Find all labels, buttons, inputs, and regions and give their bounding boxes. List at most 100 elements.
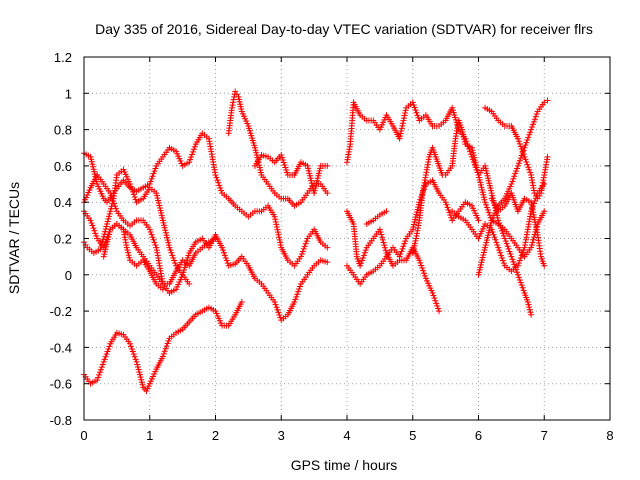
x-tick-label: 1 — [146, 428, 153, 443]
data-point — [165, 337, 172, 344]
data-point — [514, 135, 521, 142]
series-track-5 — [81, 166, 193, 287]
data-point — [397, 133, 404, 140]
data-point — [466, 146, 473, 153]
data-point — [541, 208, 548, 215]
x-axis-label: GPS time / hours — [291, 457, 398, 473]
data-point — [494, 241, 501, 248]
data-point — [497, 249, 504, 256]
data-point — [400, 117, 407, 124]
data-point — [498, 254, 505, 261]
data-point — [499, 230, 506, 237]
data-point — [129, 348, 136, 355]
x-tick-label: 0 — [80, 428, 87, 443]
series-track-17 — [488, 190, 548, 269]
data-point — [544, 153, 551, 160]
data-point — [511, 261, 518, 268]
data-point — [528, 126, 535, 133]
data-point — [418, 194, 425, 201]
data-point — [419, 265, 426, 272]
data-point — [150, 170, 157, 177]
data-point — [277, 314, 284, 321]
data-point — [541, 181, 548, 188]
data-point — [528, 199, 535, 206]
data-point — [147, 178, 154, 185]
data-point — [522, 156, 529, 163]
data-point — [105, 215, 112, 222]
data-point — [228, 104, 235, 111]
data-point — [105, 345, 112, 352]
data-point — [106, 343, 113, 350]
data-point — [529, 124, 536, 131]
data-point — [87, 217, 94, 224]
data-point — [275, 231, 282, 238]
data-point — [521, 144, 528, 151]
data-point — [107, 205, 114, 212]
series-track-13 — [409, 144, 446, 257]
data-point — [191, 143, 198, 150]
data-point — [519, 284, 526, 291]
data-point — [500, 232, 507, 239]
data-point — [521, 153, 528, 160]
data-point — [433, 300, 440, 307]
series-track-16 — [482, 104, 551, 202]
data-point — [509, 178, 516, 185]
data-point — [378, 231, 385, 238]
data-point — [402, 238, 409, 245]
data-point — [324, 190, 331, 197]
data-point — [533, 224, 540, 231]
data-point — [483, 201, 490, 208]
data-point — [519, 249, 526, 256]
data-point — [138, 376, 145, 383]
data-point — [107, 208, 114, 215]
data-point — [489, 229, 496, 236]
data-point — [412, 107, 419, 114]
x-tick-label: 7 — [541, 428, 548, 443]
data-point — [531, 214, 538, 221]
data-point — [525, 164, 532, 171]
data-point — [527, 309, 534, 316]
data-point — [532, 221, 539, 228]
data-point — [127, 181, 134, 188]
series-track-18 — [449, 181, 548, 275]
data-point — [221, 252, 228, 259]
series-track-1 — [81, 299, 245, 394]
y-tick-label: 0.4 — [54, 195, 72, 210]
data-point — [520, 287, 527, 294]
data-point — [136, 371, 143, 378]
data-point — [161, 348, 168, 355]
data-point — [96, 369, 103, 376]
data-point — [492, 236, 499, 243]
data-point — [152, 241, 159, 248]
data-point — [124, 247, 131, 254]
data-point — [399, 122, 406, 129]
data-point — [188, 154, 195, 161]
data-point — [530, 211, 537, 218]
data-point — [436, 308, 443, 315]
data-point — [273, 304, 280, 311]
data-point — [379, 234, 386, 241]
data-point — [276, 234, 283, 241]
grid — [84, 57, 610, 420]
data-point — [532, 195, 539, 202]
data-point — [222, 254, 229, 261]
data-point — [274, 229, 281, 236]
data-point — [497, 222, 504, 229]
data-point — [398, 248, 405, 255]
data-point — [531, 116, 538, 123]
data-point — [102, 353, 109, 360]
data-point — [510, 175, 517, 182]
data-point — [95, 374, 102, 381]
data-point — [534, 229, 541, 236]
data-point — [533, 192, 540, 199]
series-track-15 — [475, 97, 551, 278]
data-point — [528, 208, 535, 215]
data-point — [293, 293, 300, 300]
data-point — [163, 343, 170, 350]
series-track-11 — [344, 177, 482, 287]
data-point — [125, 249, 132, 256]
data-point — [98, 243, 105, 250]
data-point — [410, 101, 417, 108]
data-point — [137, 374, 144, 381]
data-point — [516, 140, 523, 147]
